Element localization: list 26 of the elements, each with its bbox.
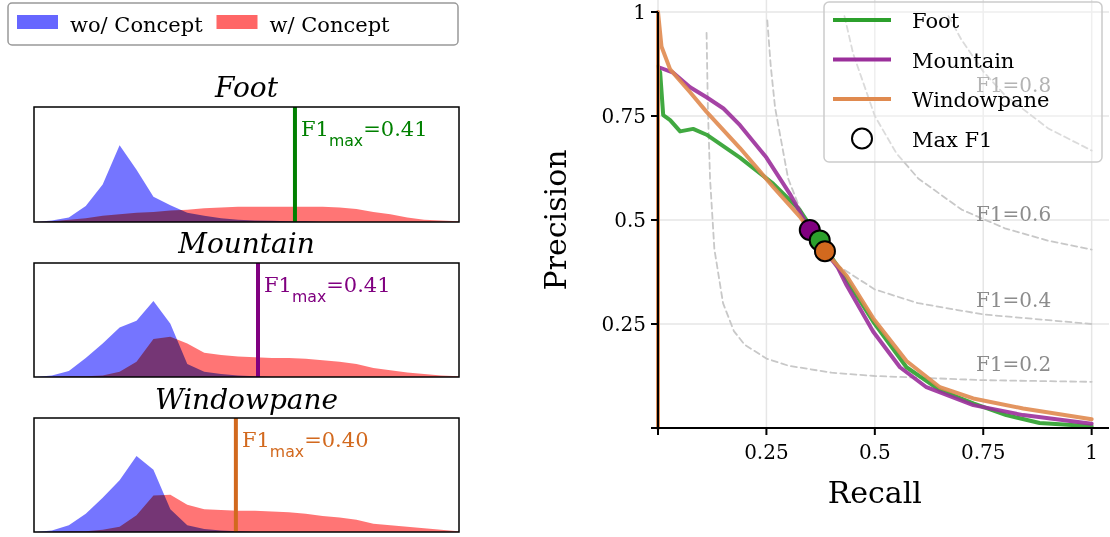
- series-label: F1=0.2: [976, 351, 1052, 376]
- x-tick-label: 0.25: [744, 440, 789, 464]
- y-tick-label: 0.25: [601, 312, 646, 336]
- y-axis-title: Precision: [538, 149, 573, 291]
- series-label: F1=0.4: [976, 288, 1052, 313]
- line-series: [705, 31, 1093, 383]
- chart-title: Foot: [214, 71, 279, 104]
- annotation: F1$_{max}$=0.40: [241, 428, 369, 461]
- y-tick-label: 0.5: [614, 208, 646, 232]
- annotation: F1$_{max}$=0.41: [263, 273, 391, 306]
- series-label: F1=0.6: [976, 201, 1052, 226]
- x-axis-title: Recall: [827, 475, 922, 510]
- x-tick-label: 0.75: [960, 440, 1006, 464]
- legend-label: w/ Concept: [269, 13, 391, 37]
- legend-label: wo/ Concept: [70, 13, 204, 37]
- x-tick-label: 1: [1085, 440, 1099, 464]
- x-tick-label: 0.5: [858, 440, 891, 464]
- annotation: F1$_{max}$=0.41: [300, 117, 428, 150]
- chart-title: Mountain: [177, 227, 315, 260]
- legend-label: Mountain: [912, 48, 1015, 73]
- legend-label: Foot: [912, 9, 960, 33]
- chart-title: Windowpane: [154, 383, 339, 416]
- legend-label: Max F1: [912, 127, 993, 152]
- y-tick-label: 0.75: [601, 104, 646, 128]
- y-tick-label: 1: [633, 0, 646, 24]
- line-series: [843, 15, 1093, 251]
